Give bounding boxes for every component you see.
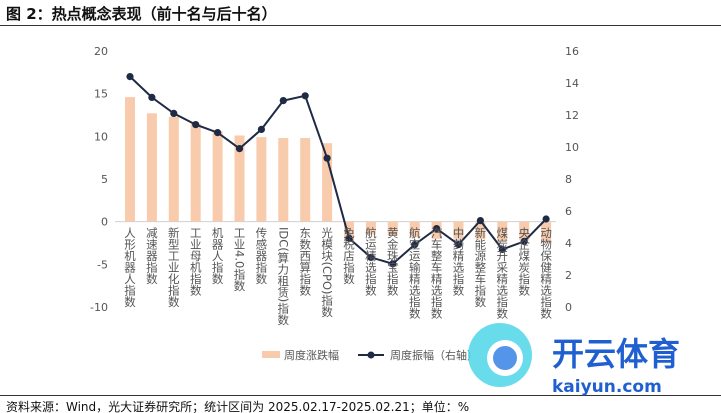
legend-line-marker — [367, 351, 375, 359]
line-point — [126, 73, 134, 81]
category-label: 动物保健精选指数 — [539, 227, 554, 319]
left-axis-tick: 15 — [94, 88, 108, 101]
divider — [0, 25, 721, 26]
category-label: 工业4.0指数 — [232, 227, 247, 292]
bar — [300, 138, 311, 222]
bar — [212, 131, 223, 222]
figure-title: 图 2：热点概念表现（前十名与后十名） — [6, 5, 277, 23]
category-label: 黄金珠宝指数 — [385, 227, 400, 296]
line-point — [235, 145, 244, 153]
category-label: 机器人指数 — [210, 227, 225, 285]
category-label: 煤炭开采精选指数 — [495, 227, 510, 319]
bar — [190, 123, 201, 222]
line-point — [520, 237, 528, 245]
line-point — [345, 234, 353, 242]
source-note: 资料来源：Wind，光大证券研究所；统计区间为 2025.02.17-2025.… — [6, 400, 470, 413]
bar — [387, 221, 398, 236]
right-axis-tick: 10 — [565, 141, 579, 154]
watermark-subtext: kaiyun.com — [552, 377, 662, 397]
bar — [453, 221, 464, 239]
right-axis-tick: 4 — [565, 237, 572, 250]
legend-bar-label: 周度涨跌幅 — [284, 348, 339, 362]
bar — [322, 143, 333, 222]
right-axis-tick: 16 — [565, 45, 579, 58]
left-axis-tick: 5 — [101, 173, 108, 186]
category-label: 人形机器人指数 — [123, 227, 137, 308]
right-axis-tick: 6 — [565, 205, 572, 218]
line-point — [148, 93, 156, 101]
left-axis-tick: -10 — [90, 301, 108, 314]
right-axis-tick: 0 — [565, 301, 572, 314]
bar — [256, 137, 267, 222]
bar — [125, 97, 135, 222]
line-series — [129, 75, 547, 265]
line-point — [411, 241, 419, 249]
divider — [0, 395, 721, 396]
watermark-logo: 开云体育 kaiyun.com — [468, 323, 680, 397]
line-point — [170, 109, 178, 117]
category-label: 新能源整车指数 — [473, 227, 488, 308]
right-axis-tick: 2 — [565, 269, 572, 282]
bar — [146, 113, 157, 222]
line-point — [257, 125, 265, 133]
line-point — [498, 245, 506, 253]
left-axis-tick: -5 — [97, 258, 108, 271]
legend-bar-swatch — [262, 351, 280, 358]
bar — [234, 135, 245, 222]
right-axis-tick: 12 — [565, 109, 579, 122]
category-label: 中药精选指数 — [451, 227, 466, 296]
category-label: 传感器指数 — [254, 227, 269, 285]
category-label: 工业母机指数 — [188, 227, 203, 296]
line-point — [433, 225, 441, 233]
line-point — [301, 92, 309, 100]
line-point — [214, 129, 222, 137]
category-label: 新型工业化指数 — [166, 227, 181, 308]
category-label: 减速器指数 — [144, 227, 159, 285]
bar — [497, 221, 508, 242]
right-axis-tick: 8 — [565, 173, 572, 186]
line-point — [476, 217, 484, 225]
category-label: 央企煤炭指数 — [517, 227, 532, 296]
category-label: 免税店指数 — [342, 227, 356, 285]
bar — [344, 221, 354, 242]
line-point — [367, 253, 375, 261]
category-label: 航空运输精选指数 — [407, 227, 422, 319]
right-axis-tick: 14 — [565, 77, 579, 90]
category-label: IDC(算力租赁)指数 — [276, 227, 291, 326]
line-point — [192, 121, 200, 129]
category-label: 光模块(CPO)指数 — [320, 227, 335, 318]
line-point — [323, 154, 331, 162]
line-point — [279, 97, 287, 105]
watermark-text: 开云体育 — [552, 335, 680, 373]
bar — [409, 221, 420, 238]
bar — [519, 221, 530, 241]
left-axis-tick: 20 — [94, 45, 108, 58]
line-point — [542, 215, 550, 223]
line-point — [389, 260, 397, 268]
bar — [365, 221, 376, 235]
left-axis-tick: 0 — [101, 216, 108, 229]
bar — [541, 221, 552, 243]
bar — [475, 221, 486, 239]
bar — [168, 116, 179, 222]
left-axis-tick: 10 — [94, 130, 108, 143]
category-label: 东数西算指数 — [298, 227, 313, 296]
category-label: 汽车整车精选指数 — [429, 227, 444, 319]
category-label: 航运精选指数 — [363, 227, 378, 296]
bar — [278, 138, 289, 222]
line-point — [454, 241, 463, 249]
legend-line-label: 周度振幅（右轴） — [390, 348, 478, 362]
